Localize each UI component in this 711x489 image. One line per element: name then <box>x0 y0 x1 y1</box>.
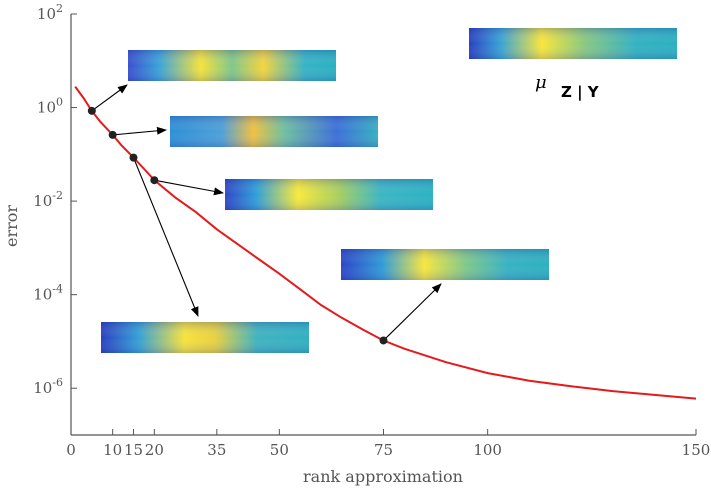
annotation-arrow <box>154 179 224 196</box>
highlighted-point <box>87 106 96 115</box>
x-tick-label: 100 <box>473 441 502 459</box>
y-axis-label: error <box>2 205 21 247</box>
x-tick-label: 150 <box>682 441 711 459</box>
y-tick-label: 10-4 <box>33 283 63 304</box>
y-tick-label: 102 <box>37 2 63 23</box>
x-tick-label: 75 <box>374 441 393 459</box>
annotation-arrow <box>132 157 199 317</box>
highlighted-points <box>87 106 388 345</box>
x-tick-label: 35 <box>207 441 226 459</box>
field-image-rank-10 <box>170 116 378 147</box>
x-axis-ticks: 0 10 15 20 35 50 75 100 150 <box>66 429 710 459</box>
highlighted-point <box>108 130 117 139</box>
mu-symbol: μ <box>535 72 547 93</box>
highlighted-point <box>379 336 388 345</box>
annotation-arrow <box>383 283 442 341</box>
annotation-arrows <box>91 84 442 341</box>
x-axis-label: rank approximation <box>303 467 463 486</box>
annotation-arrow <box>91 84 128 112</box>
x-tick-label: 20 <box>145 441 164 459</box>
field-image-reference <box>469 28 677 59</box>
annotation-arrow <box>112 126 167 136</box>
highlighted-point <box>129 153 138 162</box>
x-tick-label: 10 <box>103 441 122 459</box>
x-tick-label: 0 <box>66 441 76 459</box>
x-tick-label: 15 <box>124 441 143 459</box>
y-tick-label: 100 <box>37 96 63 117</box>
y-tick-label: 10-6 <box>33 376 63 397</box>
x-tick-label: 50 <box>270 441 289 459</box>
field-image-rank-75 <box>341 249 549 280</box>
y-tick-label: 10-2 <box>33 189 63 210</box>
series-line-error <box>74 86 697 400</box>
conditional-label: Z | Y <box>561 83 600 102</box>
field-image-rank-20 <box>225 179 433 210</box>
y-axis-ticks: 102 100 10-2 10-4 10-6 <box>33 2 77 397</box>
field-image-rank-5 <box>128 50 336 81</box>
field-image-rank-15 <box>101 322 309 353</box>
highlighted-point <box>150 176 159 185</box>
